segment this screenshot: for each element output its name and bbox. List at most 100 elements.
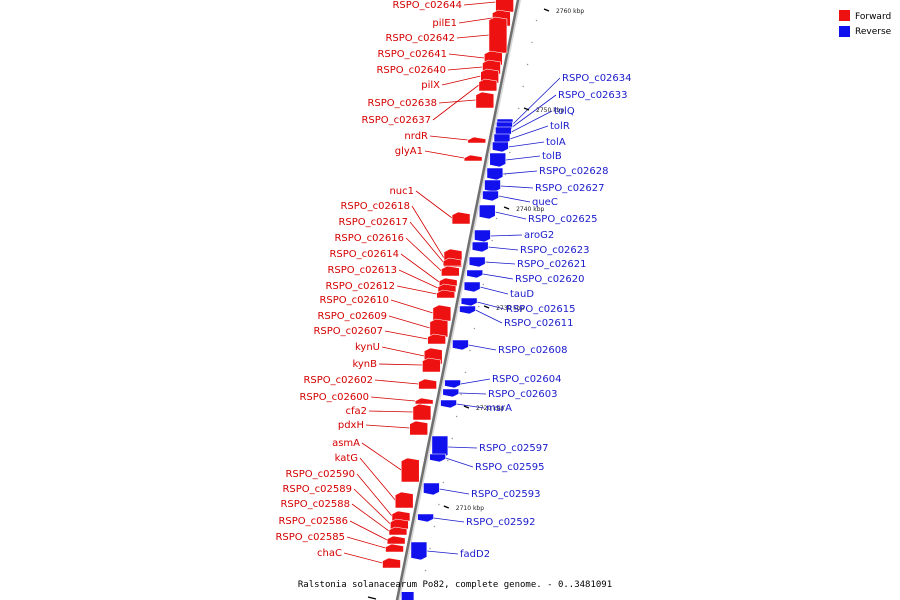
legend-forward-label: Forward: [855, 12, 891, 22]
minor-tick-mark: [495, 217, 498, 220]
forward-gene-label: kynB: [352, 359, 377, 370]
reverse-gene-arrow: [410, 541, 428, 561]
legend-reverse-label: Reverse: [855, 27, 892, 37]
scale-tick-mark: [543, 8, 550, 12]
forward-gene-arrow: [386, 535, 406, 545]
reverse-gene-label: tolA: [546, 137, 566, 148]
genome-axis: [395, 0, 520, 600]
reverse-gene-arrow: [460, 297, 478, 307]
reverse-gene-arrow: [452, 339, 469, 351]
forward-gene-arrow: [467, 136, 487, 144]
reverse-gene-label: RSPO_c02595: [475, 462, 545, 473]
forward-gene-arrow: [478, 78, 498, 92]
reverse-gene-label: RSPO_c02633: [558, 90, 628, 101]
minor-tick-mark: [464, 371, 467, 374]
reverse-gene-label: aroG2: [524, 230, 554, 241]
forward-gene-arrow: [414, 397, 434, 405]
minor-tick-mark: [513, 129, 516, 132]
forward-gene-label: nuc1: [389, 186, 414, 197]
scale-tick-label: 2750 kbp: [536, 107, 564, 114]
reverse-gene-link: [439, 488, 470, 495]
reverse-gene-arrow: [478, 204, 496, 220]
forward-gene-label: nrdR: [404, 131, 428, 142]
reverse-gene-link: [485, 261, 516, 265]
reverse-gene-link: [508, 141, 545, 148]
reverse-gene-link: [482, 273, 514, 280]
reverse-gene-link: [468, 344, 497, 351]
forward-gene-label: RSPO_c02590: [285, 469, 355, 480]
reverse-gene-label: RSPO_c02628: [539, 166, 609, 177]
minor-tick-mark: [446, 459, 449, 462]
scale-tick-label: 2720 kbp: [476, 405, 504, 412]
reverse-gene-arrow: [459, 305, 476, 315]
forward-gene-link: [432, 84, 480, 121]
reverse-gene-arrow: [463, 281, 481, 293]
minor-tick-mark: [469, 349, 471, 352]
reverse-gene-label: RSPO_c02611: [504, 318, 574, 329]
reverse-gene-link: [445, 457, 474, 468]
reverse-gene-label: RSPO_c02604: [492, 374, 562, 385]
forward-gene-arrow: [400, 457, 420, 483]
forward-gene-link: [353, 488, 391, 525]
forward-gene-arrow: [442, 257, 462, 267]
reverse-gene-link: [488, 246, 519, 251]
reverse-gene-label: RSPO_c02615: [506, 304, 576, 315]
minor-tick-mark: [429, 547, 431, 550]
forward-gene-arrow: [385, 543, 404, 553]
forward-gene-arrow: [463, 154, 483, 162]
legend-reverse-swatch: [839, 26, 850, 37]
forward-gene-label: RSPO_c02585: [275, 532, 345, 543]
forward-gene-link: [370, 396, 416, 402]
forward-gene-link: [368, 410, 413, 413]
forward-gene-link: [390, 299, 434, 314]
forward-gene-arrow: [418, 378, 437, 390]
reverse-gene-link: [458, 392, 487, 395]
forward-gene-link: [356, 473, 393, 517]
minor-tick-mark: [477, 305, 480, 308]
forward-gene-label: RSPO_c02612: [325, 281, 395, 292]
forward-gene-label: RSPO_c02614: [329, 249, 399, 260]
reverse-gene-label: RSPO_c02592: [466, 517, 536, 528]
forward-gene-label: RSPO_c02617: [338, 217, 408, 228]
reverse-gene-link: [426, 550, 459, 555]
forward-gene-link: [359, 457, 396, 501]
forward-gene-link: [346, 536, 386, 549]
forward-gene-arrow: [394, 491, 414, 509]
forward-gene-label: RSPO_c02609: [317, 311, 387, 322]
scale-tick-mark: [463, 405, 470, 409]
forward-gene-label: RSPO_c02589: [282, 484, 352, 495]
reverse-gene-label: RSPO_c02603: [488, 389, 558, 400]
forward-gene-link: [400, 253, 440, 283]
reverse-gene-label: queC: [532, 197, 558, 208]
forward-gene-label: RSPO_c02586: [278, 516, 348, 527]
reverse-gene-arrow: [423, 482, 440, 496]
reverse-gene-label: tolB: [542, 151, 562, 162]
minor-tick-mark: [482, 283, 485, 286]
forward-gene-link: [351, 503, 390, 532]
reverse-gene-label: tolQ: [554, 106, 575, 117]
forward-gene-arrow: [422, 357, 441, 373]
forward-gene-label: RSPO_c02637: [361, 115, 431, 126]
forward-gene-link: [458, 17, 493, 24]
reverse-gene-link: [460, 378, 491, 385]
forward-gene-link: [388, 315, 430, 329]
reverse-gene-arrow: [486, 167, 504, 181]
minor-tick-mark: [486, 261, 489, 264]
reverse-gene-arrow: [429, 453, 446, 463]
forward-gene-link: [384, 330, 428, 340]
reverse-gene-label: RSPO_c02625: [528, 214, 598, 225]
legend: Forward Reverse: [839, 10, 892, 37]
reverse-gene-link: [456, 403, 485, 409]
forward-gene-link: [415, 190, 453, 219]
reverse-gene-link: [490, 234, 523, 237]
reverse-gene-label: RSPO_c02627: [535, 183, 605, 194]
forward-gene-link: [456, 34, 489, 39]
forward-gene-label: RSPO_c02641: [377, 49, 447, 60]
forward-gene-link: [378, 363, 423, 366]
forward-gene-link: [398, 269, 439, 289]
forward-gene-arrow: [412, 403, 432, 421]
forward-gene-label: cfa2: [345, 406, 367, 417]
reverse-gene-arrow: [417, 513, 434, 523]
minor-tick-mark: [504, 173, 507, 176]
reverse-gene-link: [475, 309, 503, 324]
